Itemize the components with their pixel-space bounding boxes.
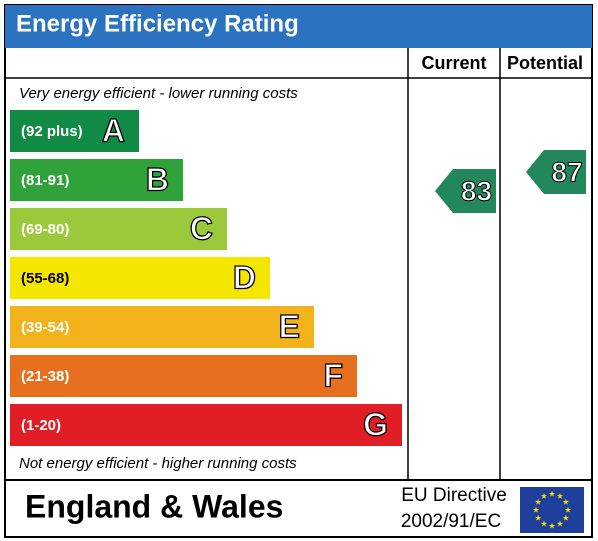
band <box>10 110 139 152</box>
band <box>10 404 402 446</box>
eu-star <box>540 520 548 527</box>
band-range: (1-20) <box>21 417 61 434</box>
eu-star <box>564 506 572 513</box>
band-letter: C <box>190 210 213 246</box>
eu-star <box>556 520 564 527</box>
band-range: (55-68) <box>21 270 69 287</box>
eu-star <box>535 514 542 521</box>
title-bar <box>5 5 592 48</box>
band-letter: E <box>279 308 300 344</box>
eu-stars <box>532 490 572 529</box>
band-letter: G <box>363 406 388 442</box>
rating-value: 87 <box>551 156 582 187</box>
directive: 2002/91/EC <box>401 511 501 532</box>
band <box>10 257 270 299</box>
column-header: Potential <box>507 53 583 73</box>
eu-star <box>556 492 564 499</box>
bottom-note: Not energy efficient - higher running co… <box>19 455 297 472</box>
eu-star <box>562 514 569 521</box>
chart-title: Energy Efficiency Rating <box>16 10 299 37</box>
eu-star <box>540 492 548 499</box>
column-header: Current <box>421 53 486 73</box>
eu-star <box>548 490 556 497</box>
band-letter: B <box>146 161 169 197</box>
eu-star <box>548 522 556 529</box>
band <box>10 159 183 201</box>
eu-star <box>562 498 569 505</box>
directive: EU Directive <box>401 485 507 506</box>
rating-value: 83 <box>461 175 492 206</box>
eu-star <box>532 506 540 513</box>
band-letter: F <box>323 357 343 393</box>
band-letter: D <box>233 259 256 295</box>
top-note: Very energy efficient - lower running co… <box>19 85 298 102</box>
eu-star <box>535 498 542 505</box>
band-range: (69-80) <box>21 221 69 238</box>
band-range: (92 plus) <box>21 123 83 140</box>
footer-text: England & Wales <box>25 488 283 524</box>
rating-arrow <box>435 169 496 213</box>
band-range: (81-91) <box>21 172 69 189</box>
rating-arrow <box>526 150 586 194</box>
band <box>10 355 357 397</box>
band-letter: A <box>102 112 125 148</box>
band-range: (39-54) <box>21 319 69 336</box>
band <box>10 306 314 348</box>
band-range: (21-38) <box>21 368 69 385</box>
band <box>10 208 227 250</box>
